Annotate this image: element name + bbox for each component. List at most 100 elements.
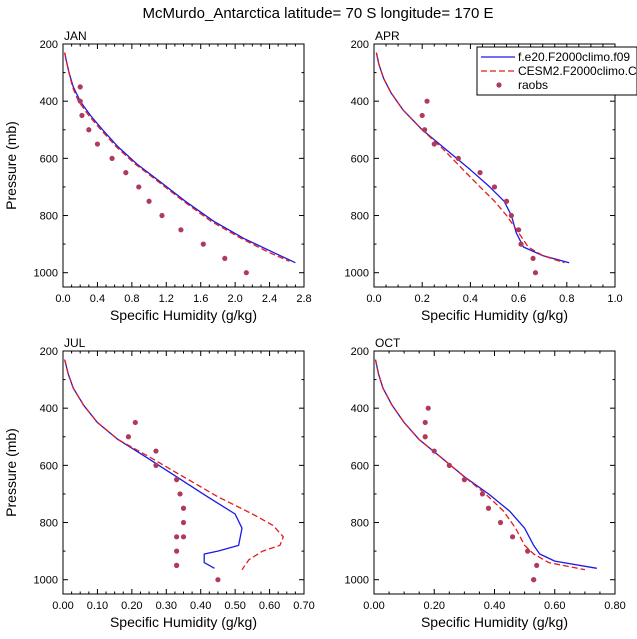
raobs-point bbox=[532, 270, 539, 276]
y-axis-label: Pressure (mb) bbox=[3, 428, 19, 517]
panel-label: JUL bbox=[64, 336, 86, 350]
raobs-point bbox=[491, 184, 498, 190]
series-line-cesm2 bbox=[375, 52, 565, 264]
y-tick-label: 200 bbox=[40, 39, 58, 51]
panel-jan: JAN 0.0 0.4 0.8 1.2 1.6 2.0 2.4 2.8 200 400 600 800 1… bbox=[3, 29, 312, 323]
figure-title: McMurdo_Antarctica latitude= 70 S longit… bbox=[142, 5, 493, 22]
x-tick-label: 0.6 bbox=[511, 293, 526, 305]
raobs-point bbox=[180, 505, 187, 511]
legend-marker bbox=[496, 82, 502, 88]
raobs-point bbox=[94, 141, 101, 147]
raobs-point bbox=[518, 241, 524, 247]
x-tick-label: 0.40 bbox=[484, 600, 505, 612]
plot-frame bbox=[62, 43, 305, 288]
x-tick-label: 1.0 bbox=[607, 293, 622, 305]
raobs-point bbox=[509, 534, 516, 540]
raobs-point bbox=[516, 227, 522, 233]
raobs-point bbox=[125, 434, 132, 440]
y-axis-label: Pressure (mb) bbox=[3, 121, 19, 210]
raobs-point bbox=[479, 491, 486, 497]
raobs-point bbox=[530, 255, 536, 262]
raobs-point bbox=[123, 170, 129, 176]
x-tick-label: 0.00 bbox=[52, 600, 73, 612]
y-tick-label: 200 bbox=[40, 346, 58, 358]
raobs-point bbox=[425, 405, 431, 411]
legend-label: CESM2.F2000climo.C bbox=[518, 64, 637, 78]
x-tick-label: 0.50 bbox=[224, 600, 245, 612]
raobs-point bbox=[424, 98, 430, 104]
raobs-point bbox=[446, 462, 452, 468]
raobs-point bbox=[243, 270, 249, 276]
y-tick-label: 800 bbox=[351, 518, 369, 530]
y-tick-label: 600 bbox=[40, 460, 58, 472]
y-tick-label: 200 bbox=[351, 39, 369, 51]
series-line-f09 bbox=[374, 359, 598, 569]
raobs-point bbox=[79, 112, 85, 119]
raobs-point bbox=[132, 419, 138, 426]
raobs-point bbox=[422, 127, 428, 133]
raobs-point bbox=[422, 419, 428, 426]
raobs-point bbox=[477, 170, 483, 176]
raobs-point bbox=[419, 112, 425, 119]
x-tick-label: 0.10 bbox=[87, 600, 108, 612]
raobs-point bbox=[153, 462, 159, 468]
x-tick-label: 0.0 bbox=[366, 293, 381, 305]
y-tick-label: 800 bbox=[351, 211, 369, 223]
raobs-point bbox=[461, 477, 467, 483]
x-tick-label: 1.2 bbox=[159, 293, 174, 305]
series-line-cesm2 bbox=[64, 359, 284, 571]
panel-oct: OCT 0.00 0.20 0.40 0.60 0.80 200 400 600 800 1000 S… bbox=[345, 336, 626, 630]
legend-label: raobs bbox=[518, 78, 548, 92]
raobs-point bbox=[222, 255, 228, 262]
legend: f.e20.F2000climo.f09CESM2.F2000climo.Cra… bbox=[476, 46, 637, 96]
raobs-point bbox=[174, 477, 180, 483]
x-tick-label: 0.20 bbox=[424, 600, 445, 612]
panel-apr: APR 0.0 0.2 0.4 0.6 0.8 1.0 200 400 600 800 1000 Spe… bbox=[345, 29, 623, 323]
x-tick-label: 0.8 bbox=[124, 293, 139, 305]
y-tick-label: 600 bbox=[40, 153, 58, 165]
x-tick-label: 2.8 bbox=[296, 293, 311, 305]
raobs-point bbox=[159, 212, 165, 219]
y-tick-label: 1000 bbox=[345, 575, 369, 587]
x-axis-label: Specific Humidity (g/kg) bbox=[110, 614, 257, 630]
raobs-point bbox=[525, 548, 531, 554]
raobs-point bbox=[86, 127, 92, 133]
raobs-point bbox=[455, 155, 461, 161]
panel-jul: JUL 0.00 0.10 0.20 0.30 0.40 0.50 0.60 0.70 200 40… bbox=[3, 336, 315, 630]
x-tick-label: 0.40 bbox=[190, 600, 211, 612]
raobs-point bbox=[503, 198, 510, 204]
series-line-cesm2 bbox=[374, 359, 586, 571]
y-tick-label: 400 bbox=[351, 96, 369, 108]
raobs-point bbox=[174, 548, 180, 554]
x-tick-label: 0.2 bbox=[415, 293, 430, 305]
panel-label: JAN bbox=[64, 29, 87, 43]
x-tick-label: 0.80 bbox=[604, 600, 625, 612]
raobs-point bbox=[109, 155, 115, 161]
raobs-point bbox=[174, 562, 180, 569]
y-tick-label: 800 bbox=[40, 211, 58, 223]
x-tick-label: 0.4 bbox=[463, 293, 478, 305]
panel-label: APR bbox=[375, 29, 400, 43]
raobs-point bbox=[534, 562, 540, 569]
y-tick-label: 600 bbox=[351, 153, 369, 165]
y-tick-label: 1000 bbox=[34, 268, 58, 280]
raobs-point bbox=[200, 241, 206, 247]
x-tick-label: 0.60 bbox=[544, 600, 565, 612]
y-tick-label: 400 bbox=[40, 96, 58, 108]
x-axis-label: Specific Humidity (g/kg) bbox=[421, 307, 568, 323]
raobs-point bbox=[136, 184, 142, 190]
series-line-f09 bbox=[64, 359, 243, 569]
raobs-point bbox=[180, 519, 187, 526]
raobs-point bbox=[431, 141, 437, 147]
series-line-f09 bbox=[64, 52, 296, 264]
raobs-point bbox=[77, 84, 83, 90]
y-tick-label: 600 bbox=[351, 460, 369, 472]
x-tick-label: 0.8 bbox=[559, 293, 574, 305]
x-tick-label: 0.60 bbox=[259, 600, 280, 612]
raobs-point bbox=[422, 434, 428, 440]
raobs-point bbox=[215, 577, 221, 583]
y-tick-label: 400 bbox=[351, 403, 369, 415]
x-axis-label: Specific Humidity (g/kg) bbox=[110, 307, 257, 323]
raobs-point bbox=[180, 534, 187, 540]
raobs-point bbox=[531, 577, 537, 583]
